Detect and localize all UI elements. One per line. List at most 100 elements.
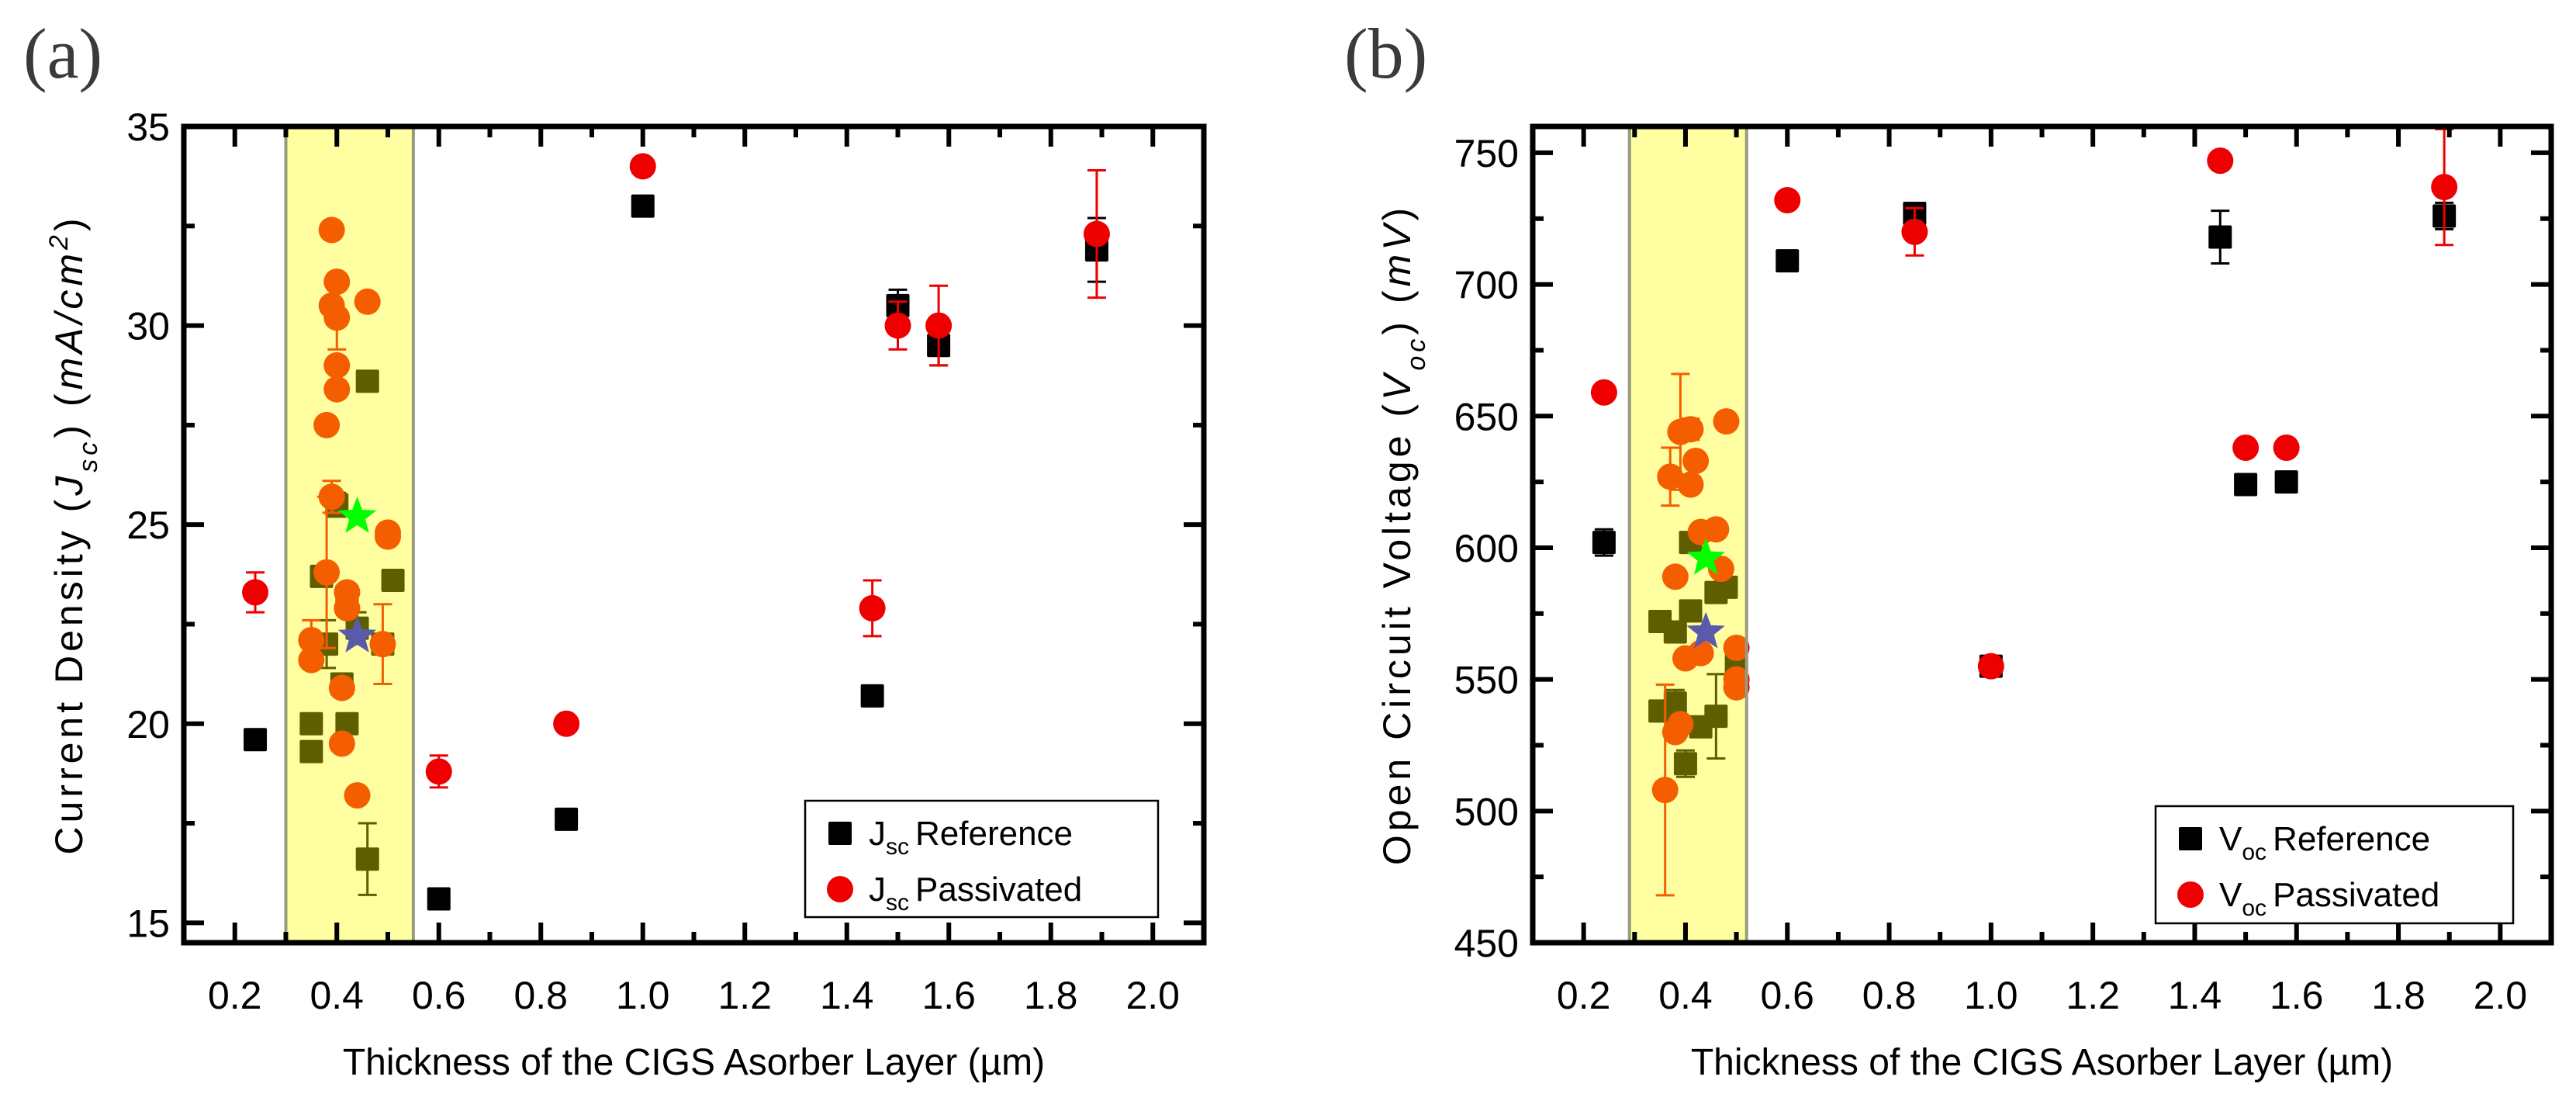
circle-marker [629, 153, 656, 180]
y-axis-title-part: Current Density ( [47, 496, 91, 855]
legend-entry: Jsc Reference [828, 815, 1073, 860]
passivated-point [1590, 379, 1617, 406]
square-marker [1663, 620, 1687, 644]
reference-point [381, 569, 405, 593]
y-axis-title: Current Density (Jsc) (mA/cm2) [44, 214, 103, 854]
reference-point [427, 887, 451, 911]
reference-point [355, 822, 379, 896]
passivated-point [323, 268, 351, 296]
passivated-point [1657, 446, 1684, 507]
x-tick-label: 1.8 [1024, 974, 1078, 1017]
passivated-point [884, 300, 911, 351]
panel-b-voc-chart: (b) 0.2 0.4 0.6 0.8 1.0 1.2 1.4 1.6 1.8 2.0 450 500 5… [1344, 14, 2554, 1083]
legend-label: Jsc Reference [869, 815, 1073, 860]
passivated-point [334, 594, 361, 621]
circle-marker [2232, 435, 2260, 462]
y-axis-title: Open Circuit Voltage (Voc) (mV) [1375, 204, 1431, 865]
panel-label: (b) [1344, 14, 1427, 93]
star-marker [337, 615, 377, 653]
square-marker [1776, 249, 1800, 273]
reference-point [631, 194, 655, 218]
legend-entry: Voc Passivated [2177, 876, 2439, 921]
square-marker [244, 728, 268, 752]
legend-subscript: oc [2242, 895, 2267, 921]
y-axis-title-part: mV [1375, 221, 1419, 287]
y-tick-label: 20 [126, 703, 170, 746]
passivated-point [354, 288, 381, 315]
passivated-point [1687, 639, 1714, 666]
square-marker [860, 684, 884, 708]
y-tick-label: 650 [1454, 395, 1519, 438]
x-tick-label: 1.2 [2066, 974, 2120, 1017]
passivated-point [425, 754, 452, 789]
circle-marker [553, 710, 580, 737]
square-marker [631, 194, 655, 218]
square-marker [335, 711, 359, 736]
circle-marker [2207, 147, 2234, 175]
y-axis-title-part: V [1375, 371, 1419, 400]
passivated-point [1703, 516, 1730, 543]
highlight-band [284, 125, 415, 944]
reference-point [1673, 749, 1697, 778]
square-marker [427, 887, 451, 911]
passivated-point [344, 782, 371, 809]
passivated-point [1713, 408, 1740, 435]
legend-text: Reference [915, 815, 1073, 853]
highlight-band [1627, 125, 1748, 944]
circle-marker [344, 782, 371, 809]
x-tick-label: 0.2 [1557, 974, 1611, 1017]
circle-marker [328, 730, 355, 757]
circle-marker [1774, 187, 1801, 214]
legend-circle-icon [2177, 881, 2204, 908]
passivated-point [1677, 416, 1704, 443]
passivated-point [2207, 147, 2234, 175]
square-marker [1679, 599, 1703, 623]
y-axis-title-part: ) [47, 214, 91, 231]
legend: Jsc Reference Jsc Passivated [804, 799, 1160, 919]
circle-marker [2273, 435, 2300, 462]
panel-label: (a) [23, 14, 102, 93]
x-tick-label: 1.6 [921, 974, 976, 1017]
x-axis-title: Thickness of the CIGS Asorber Layer (µm) [343, 1042, 1045, 1083]
reference-point [1592, 528, 1616, 557]
legend-square-icon [2179, 827, 2202, 850]
legend-symbol: V [2219, 876, 2242, 914]
y-tick-label: 15 [126, 902, 170, 945]
y-tick-label: 700 [1454, 264, 1519, 307]
x-tick-label: 0.6 [1760, 974, 1814, 1017]
reference-point [299, 711, 323, 736]
passivated-point [328, 730, 355, 757]
square-marker [2234, 473, 2258, 497]
circle-marker [313, 411, 341, 438]
legend-entry: Voc Reference [2179, 820, 2430, 865]
passivated-point [323, 351, 351, 379]
x-axis: 0.2 0.4 0.6 0.8 1.0 1.2 1.4 1.6 1.8 2.0 [1557, 126, 2527, 1017]
passivated-point [553, 710, 580, 737]
legend-label: Jsc Passivated [869, 871, 1082, 916]
passivated-point [2232, 435, 2260, 462]
x-tick-label: 1.4 [2168, 974, 2222, 1017]
circle-marker [1977, 653, 2004, 680]
passivated-point [925, 284, 953, 367]
data-points [242, 153, 1110, 911]
star-marker [1686, 611, 1725, 649]
y-axis-title-part: J [47, 473, 91, 497]
circle-marker [318, 216, 345, 244]
reference-point [1704, 673, 1728, 760]
reference-point [1663, 620, 1687, 644]
x-tick-label: 2.0 [2474, 974, 2528, 1017]
x-axis-title: Thickness of the CIGS Asorber Layer (µm) [1691, 1042, 2393, 1083]
legend-circle-icon [827, 876, 853, 902]
passivated-point [1083, 168, 1110, 299]
x-tick-label: 1.2 [717, 974, 772, 1017]
passivated-point [323, 376, 351, 403]
y-tick-label: 30 [126, 305, 170, 348]
y-tick-label: 35 [126, 106, 170, 149]
legend-text: Passivated [915, 871, 1082, 909]
legend-label: Voc Reference [2219, 820, 2430, 865]
circle-marker [1687, 639, 1714, 666]
y-axis-title-part: oc [1402, 335, 1431, 371]
passivated-point [1901, 206, 1928, 257]
x-tick-label: 0.6 [412, 974, 466, 1017]
passivated-point [328, 674, 355, 701]
